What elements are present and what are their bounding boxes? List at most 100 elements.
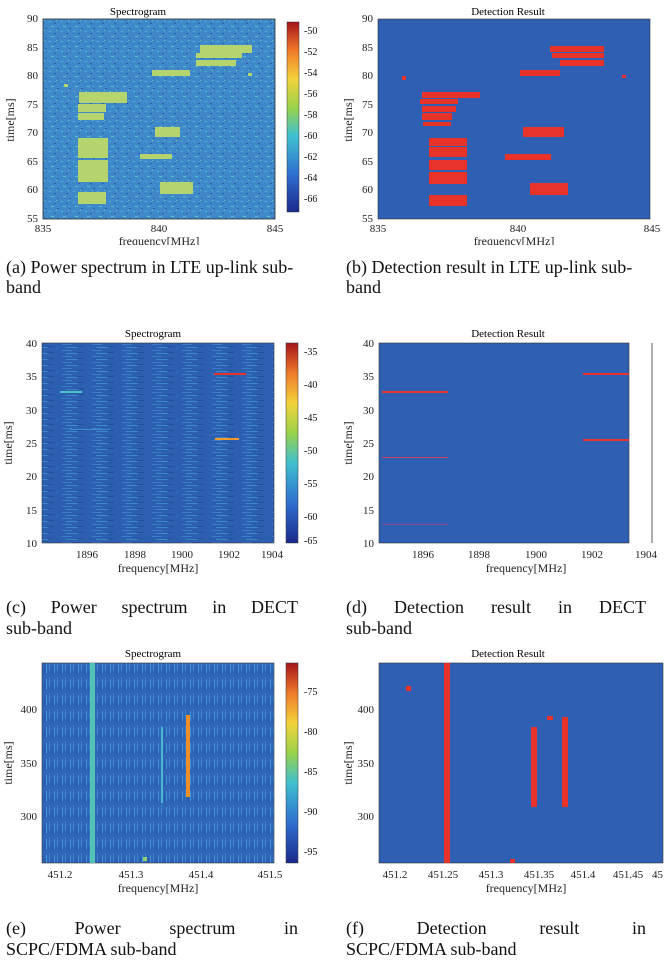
svg-text:835: 835 <box>370 223 387 235</box>
svg-text:80: 80 <box>362 70 374 82</box>
dect-signal-marks <box>60 373 246 440</box>
xlabel-c: frequency[MHz] <box>118 561 199 575</box>
xlabel-f: frequency[MHz] <box>486 881 567 895</box>
spectrogram-c-plot: Spectrogram 10 15 20 25 30 35 40 1896 18… <box>1 328 299 575</box>
svg-text:451.4: 451.4 <box>571 869 596 881</box>
lte-signal-blocks <box>64 45 252 204</box>
svg-text:60: 60 <box>27 184 39 196</box>
ylabel-e: time[ms] <box>1 741 15 784</box>
colorbar-a-labels: -50 -52 -54 -56 -58 -60 -62 -64 -66 <box>304 26 318 205</box>
svg-text:451.35: 451.35 <box>524 869 555 881</box>
svg-text:400: 400 <box>21 704 38 716</box>
svg-text:1902: 1902 <box>581 549 603 561</box>
svg-text:30: 30 <box>363 405 375 417</box>
y-ticks-f: 300 350 400 <box>358 704 375 823</box>
title-e: Spectrogram <box>125 648 182 660</box>
svg-text:80: 80 <box>27 70 39 82</box>
svg-text:90: 90 <box>362 13 374 25</box>
caption-f: (f) Detection result in <box>346 918 646 938</box>
caption-c-line2: sub-band <box>6 618 72 638</box>
svg-text:400: 400 <box>358 704 375 716</box>
svg-text:70: 70 <box>362 127 374 139</box>
svg-text:35: 35 <box>363 371 375 383</box>
svg-text:75: 75 <box>27 99 39 111</box>
scpc-signal-marks <box>90 663 190 863</box>
svg-text:300: 300 <box>21 811 38 823</box>
svg-text:1898: 1898 <box>468 549 491 561</box>
y-ticks-a: 55 60 65 70 75 80 85 90 <box>27 13 39 225</box>
colorbar-a <box>286 21 300 213</box>
colorbar-e-labels: -75 -80 -85 -90 -95 <box>304 687 318 858</box>
ylabel-a: time[ms] <box>3 98 17 141</box>
svg-text:350: 350 <box>358 758 375 770</box>
caption-c: (c) Power spectrum in DECT <box>6 597 298 617</box>
panel-e-spectrogram: Spectrogram 300 350 400 451.2 451.3 451.… <box>0 645 300 895</box>
svg-text:65: 65 <box>27 156 39 168</box>
svg-text:451.2: 451.2 <box>383 869 408 881</box>
svg-text:30: 30 <box>26 405 38 417</box>
x-ticks-f: 451.2 451.25 451.3 451.35 451.4 451.45 4… <box>383 869 664 881</box>
svg-text:90: 90 <box>27 13 39 25</box>
svg-text:1904: 1904 <box>635 549 658 561</box>
svg-text:1896: 1896 <box>76 549 99 561</box>
lte-detection-blocks <box>402 46 626 206</box>
svg-text:15: 15 <box>363 505 375 517</box>
xlabel-b: frequency[MHz] <box>474 234 555 245</box>
svg-text:75: 75 <box>362 99 374 111</box>
svg-text:840: 840 <box>510 223 527 235</box>
svg-text:85: 85 <box>362 42 374 54</box>
title-b: Detection Result <box>471 6 545 18</box>
dect-detection-marks <box>382 373 629 525</box>
svg-text:35: 35 <box>26 371 38 383</box>
x-ticks-c: 1896 1898 1900 1902 1904 <box>76 549 284 561</box>
svg-text:55: 55 <box>27 213 39 225</box>
x-ticks-a: 835 840 845 <box>35 223 284 235</box>
xlabel-d: frequency[MHz] <box>486 561 567 575</box>
svg-text:85: 85 <box>27 42 39 54</box>
svg-text:845: 845 <box>267 223 284 235</box>
svg-text:1904: 1904 <box>261 549 284 561</box>
caption-f-line2: SCPC/FDMA sub-band <box>346 939 517 959</box>
svg-text:451.2: 451.2 <box>48 869 73 881</box>
svg-text:451.4: 451.4 <box>189 869 214 881</box>
svg-text:451.25: 451.25 <box>428 869 459 881</box>
svg-text:845: 845 <box>644 223 661 235</box>
panel-a-spectrogram: Spectrogram 55 60 65 70 75 <box>0 0 300 245</box>
ylabel-b: time[ms] <box>341 98 355 141</box>
y-ticks-c: 10 15 20 25 30 35 40 <box>26 338 38 550</box>
ylabel-f: time[ms] <box>341 741 355 784</box>
colorbar-e <box>285 662 299 864</box>
title-c: Spectrogram <box>125 328 182 340</box>
caption-d-line2: sub-band <box>346 618 412 638</box>
panel-b-detection: Detection Result 55 60 65 <box>340 0 661 245</box>
y-ticks-b: 55 60 65 70 75 80 85 90 <box>362 13 374 225</box>
detection-d-plot: Detection Result 10 15 20 25 30 35 40 18… <box>341 328 658 575</box>
svg-text:451.3: 451.3 <box>479 869 504 881</box>
title-f: Detection Result <box>471 648 545 660</box>
x-ticks-d: 1896 1898 1900 1902 1904 <box>412 549 658 561</box>
ylabel-c: time[ms] <box>1 421 15 464</box>
svg-text:300: 300 <box>358 811 375 823</box>
ylabel-d: time[ms] <box>341 421 355 464</box>
title-a: Spectrogram <box>110 6 167 18</box>
svg-text:15: 15 <box>26 505 38 517</box>
svg-text:1902: 1902 <box>218 549 240 561</box>
svg-text:451.45: 451.45 <box>613 869 644 881</box>
svg-text:10: 10 <box>363 538 375 550</box>
caption-d: (d) Detection result in DECT <box>346 597 646 617</box>
detection-f-plot: Detection Result 300 350 400 451.2 451.2… <box>341 648 664 895</box>
svg-text:1900: 1900 <box>525 549 548 561</box>
svg-text:350: 350 <box>21 758 38 770</box>
detection-b-plot: Detection Result 55 60 65 <box>341 6 661 245</box>
svg-text:25: 25 <box>26 438 38 450</box>
xlabel-e: frequency[MHz] <box>118 881 199 895</box>
svg-text:20: 20 <box>26 471 38 483</box>
svg-text:1898: 1898 <box>124 549 147 561</box>
svg-text:60: 60 <box>362 184 374 196</box>
title-d: Detection Result <box>471 328 545 340</box>
svg-text:25: 25 <box>363 438 375 450</box>
svg-text:20: 20 <box>363 471 375 483</box>
spectrogram-a-plot: Spectrogram 55 60 65 70 75 <box>3 6 300 245</box>
svg-text:10: 10 <box>26 538 38 550</box>
x-ticks-b: 835 840 845 <box>370 223 661 235</box>
